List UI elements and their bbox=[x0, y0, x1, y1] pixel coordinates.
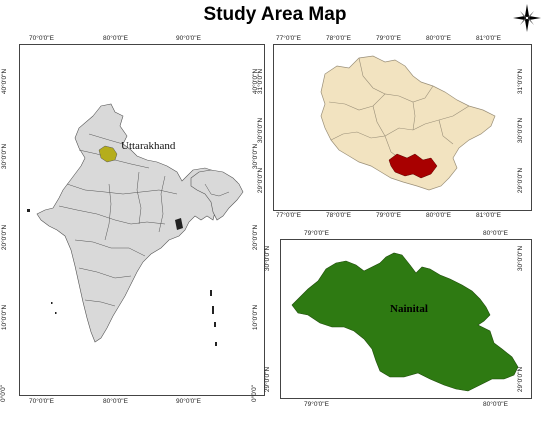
uk-x-tick-top: 79°0'0"E bbox=[376, 35, 401, 42]
uttarakhand-map bbox=[320, 55, 496, 191]
india-map bbox=[27, 103, 244, 346]
nainital-district bbox=[291, 252, 519, 392]
uk-y-tick-left: 30°0'0"N bbox=[257, 117, 265, 144]
india-x-tick-bottom: 70°0'0"E bbox=[29, 398, 54, 405]
india-state-borders bbox=[58, 133, 230, 307]
india-x-tick-top: 70°0'0"E bbox=[29, 35, 54, 42]
uk-x-tick-top: 77°0'0"E bbox=[276, 35, 301, 42]
india-y-tick-left: 30°0'0"N bbox=[1, 143, 9, 170]
uk-x-tick-bottom: 77°0'0"E bbox=[276, 212, 301, 219]
nt-y-tick-left: 30°0'0"N bbox=[264, 245, 272, 272]
andaman-islands bbox=[210, 290, 212, 296]
nicobar-islands bbox=[214, 322, 216, 327]
lakshadweep-islands bbox=[51, 302, 53, 304]
map-title: Study Area Map bbox=[203, 4, 347, 25]
india-y-tick-left: 10°0'0"N bbox=[1, 304, 9, 331]
uk-x-tick-bottom: 78°0'0"E bbox=[326, 212, 351, 219]
uk-x-tick-top: 80°0'0"E bbox=[426, 35, 451, 42]
uk-x-tick-bottom: 79°0'0"E bbox=[376, 212, 401, 219]
nt-x-tick-top: 80°0'0"E bbox=[483, 230, 508, 237]
sundarbans-delta bbox=[175, 218, 183, 230]
uttarakhand-district-borders bbox=[328, 57, 470, 159]
uk-y-tick-left: 31°0'0"N bbox=[257, 68, 265, 95]
india-y-tick-left: 0°0'0" bbox=[0, 385, 7, 402]
uttarakhand-state bbox=[320, 55, 496, 191]
uk-x-tick-bottom: 81°0'0"E bbox=[476, 212, 501, 219]
uk-y-tick-left: 29°0'0"N bbox=[257, 167, 265, 194]
west-coast-marker bbox=[27, 209, 30, 212]
andaman-islands bbox=[212, 306, 214, 314]
india-y-tick-left: 20°0'0"N bbox=[1, 224, 9, 251]
nainital-label: Nainital bbox=[390, 303, 428, 315]
india-x-tick-top: 90°0'0"E bbox=[176, 35, 201, 42]
nainital-map bbox=[291, 252, 519, 392]
uk-x-tick-bottom: 80°0'0"E bbox=[426, 212, 451, 219]
lakshadweep-islands bbox=[55, 312, 57, 314]
uttarakhand-label: Uttarakhand bbox=[121, 140, 176, 152]
india-x-tick-top: 80°0'0"E bbox=[103, 35, 128, 42]
nt-x-tick-bottom: 80°0'0"E bbox=[483, 401, 508, 408]
nicobar-islands bbox=[215, 342, 217, 346]
uk-x-tick-top: 78°0'0"E bbox=[326, 35, 351, 42]
compass-rose-icon bbox=[513, 4, 541, 32]
uk-x-tick-top: 81°0'0"E bbox=[476, 35, 501, 42]
uttarakhand-highlight bbox=[98, 145, 118, 163]
nt-x-tick-top: 79°0'0"E bbox=[304, 230, 329, 237]
india-x-tick-bottom: 80°0'0"E bbox=[103, 398, 128, 405]
nt-y-tick-left: 29°0'0"N bbox=[264, 366, 272, 393]
nainital-district-highlight bbox=[388, 153, 438, 179]
india-y-tick-left: 40°0'0"N bbox=[1, 68, 9, 95]
india-northeast bbox=[190, 169, 244, 221]
nt-x-tick-bottom: 79°0'0"E bbox=[304, 401, 329, 408]
india-x-tick-bottom: 90°0'0"E bbox=[176, 398, 201, 405]
